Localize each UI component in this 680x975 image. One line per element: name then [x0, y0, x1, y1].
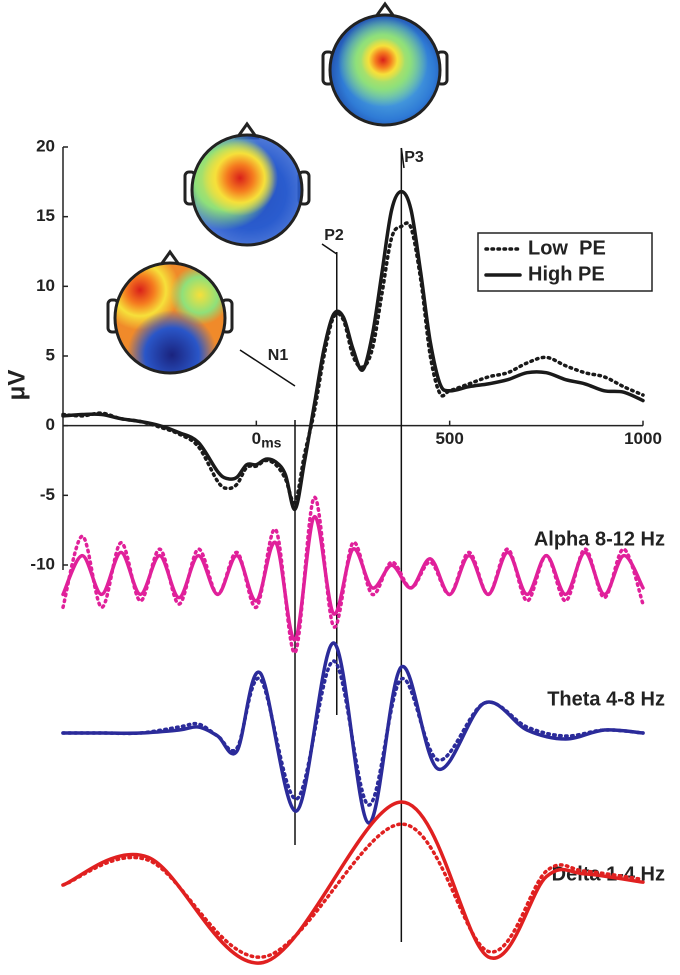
series-line	[61, 800, 645, 965]
x-tick-label: 1000	[624, 429, 662, 448]
y-tick-label: 10	[36, 276, 55, 295]
annotation-label: P2	[324, 227, 344, 244]
annotation-label: N1	[268, 347, 289, 364]
x-tick-label: 500	[435, 429, 463, 448]
panel-title: Alpha 8-12 Hz	[534, 528, 665, 550]
y-tick-label: 15	[36, 206, 55, 225]
x-tick-label: 0	[252, 429, 261, 448]
topomap-p3	[321, 1, 449, 127]
series-line	[61, 515, 645, 642]
annotation-leader	[321, 243, 338, 255]
series-line	[61, 189, 645, 512]
topomap-p2	[183, 121, 311, 247]
panel-title: Theta 4-8 Hz	[547, 688, 665, 710]
legend-label: High PE	[528, 263, 605, 285]
annotation-label: P3	[404, 149, 424, 166]
topomap-n1	[106, 249, 234, 375]
annotation-leader	[400, 147, 405, 169]
y-tick-label: -5	[40, 485, 55, 504]
y-tick-label: 20	[36, 136, 55, 155]
series-line	[61, 641, 645, 825]
y-axis-label: μV	[3, 370, 30, 401]
annotation-leader	[239, 349, 296, 387]
legend-box	[477, 232, 653, 292]
y-tick-label: 0	[46, 415, 55, 434]
series-line	[61, 822, 645, 959]
x-axis-label: ms	[261, 434, 281, 450]
y-tick-label: -10	[30, 554, 55, 573]
y-tick-label: 5	[46, 345, 55, 364]
legend-label: Low PE	[528, 237, 606, 259]
